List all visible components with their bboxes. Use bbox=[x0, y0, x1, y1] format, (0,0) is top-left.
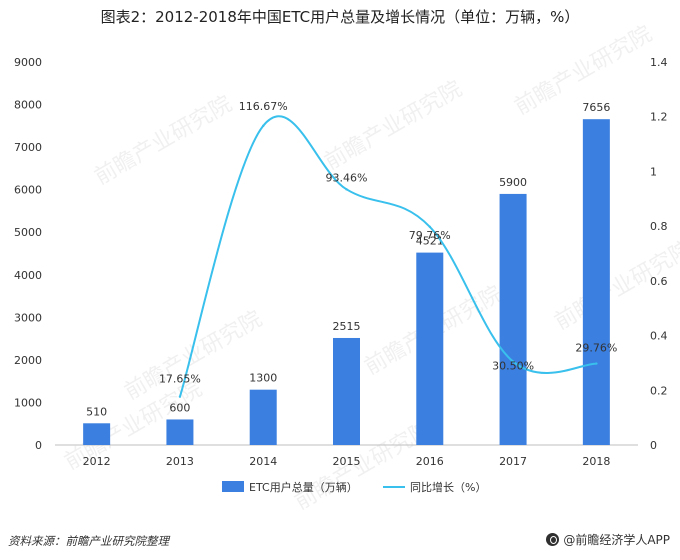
right-axis-tick-label: 1.4 bbox=[650, 56, 668, 69]
growth-value-label: 30.50% bbox=[492, 360, 534, 373]
growth-point bbox=[511, 360, 515, 363]
x-axis-tick-label: 2016 bbox=[416, 455, 444, 468]
x-axis-tick-label: 2017 bbox=[499, 455, 527, 468]
chart-title: 图表2：2012-2018年中国ETC用户总量及增长情况（单位：万辆，%） bbox=[100, 8, 580, 26]
growth-value-label: 79.76% bbox=[409, 229, 451, 242]
left-axis-tick-label: 8000 bbox=[14, 99, 42, 112]
bar bbox=[83, 423, 111, 445]
watermark-text: 前瞻产业研究院 bbox=[321, 77, 467, 176]
growth-point bbox=[595, 362, 598, 365]
growth-point bbox=[178, 395, 182, 398]
left-axis-tick-label: 1000 bbox=[14, 396, 42, 409]
growth-point bbox=[345, 188, 348, 191]
bar bbox=[166, 419, 194, 445]
left-axis-tick-label: 3000 bbox=[14, 311, 42, 324]
bar-value-label: 4521 bbox=[416, 235, 444, 248]
brand-credit: @前瞻经济学人APP bbox=[546, 531, 670, 548]
x-axis-tick-label: 2018 bbox=[582, 455, 610, 468]
brand-text: @前瞻经济学人APP bbox=[563, 533, 670, 547]
bar-value-label: 510 bbox=[86, 405, 107, 418]
x-axis-tick-label: 2014 bbox=[249, 455, 277, 468]
growth-value-label: 29.76% bbox=[575, 342, 617, 355]
growth-value-label: 93.46% bbox=[326, 171, 368, 184]
growth-point bbox=[428, 225, 431, 228]
right-axis-tick-label: 0.8 bbox=[650, 220, 668, 233]
x-axis-tick-label: 2012 bbox=[83, 455, 111, 468]
growth-value-label: 116.67% bbox=[239, 100, 288, 113]
right-axis-tick-label: 0 bbox=[650, 439, 657, 452]
growth-point bbox=[262, 124, 265, 128]
left-axis-tick-label: 9000 bbox=[14, 56, 42, 69]
left-axis-tick-label: 0 bbox=[35, 439, 42, 452]
right-axis-tick-label: 1 bbox=[650, 165, 657, 178]
right-axis-tick-label: 1.2 bbox=[650, 111, 668, 124]
x-axis-tick-label: 2015 bbox=[333, 455, 361, 468]
right-axis-tick-label: 0.4 bbox=[650, 330, 668, 343]
bar bbox=[249, 389, 277, 445]
left-axis-tick-label: 4000 bbox=[14, 269, 42, 282]
watermark-text: 前瞻产业研究院 bbox=[91, 92, 237, 191]
left-axis-tick-label: 2000 bbox=[14, 354, 42, 367]
right-axis-tick-label: 0.6 bbox=[650, 275, 668, 288]
bar-value-label: 2515 bbox=[333, 320, 361, 333]
source-note: 资料来源：前瞻产业研究院整理 bbox=[8, 534, 169, 548]
bar-value-label: 7656 bbox=[582, 101, 610, 114]
x-axis-tick-label: 2013 bbox=[166, 455, 194, 468]
legend-bar-label: ETC用户总量（万辆） bbox=[249, 480, 358, 494]
bar-value-label: 600 bbox=[169, 401, 190, 414]
bar bbox=[499, 193, 527, 445]
bar-value-label: 5900 bbox=[499, 176, 527, 189]
left-axis-tick-label: 6000 bbox=[14, 184, 42, 197]
bar bbox=[333, 337, 360, 445]
legend-bar-swatch bbox=[222, 481, 244, 492]
right-axis-tick-label: 0.2 bbox=[650, 384, 668, 397]
growth-value-label: 17.65% bbox=[159, 373, 201, 386]
legend-line-label: 同比增长（%） bbox=[410, 480, 486, 494]
bar bbox=[416, 252, 444, 445]
watermark-text: 前瞻产业研究院 bbox=[291, 417, 437, 516]
left-axis-tick-label: 7000 bbox=[14, 141, 42, 154]
bar-value-label: 1300 bbox=[249, 372, 277, 385]
bar bbox=[582, 119, 610, 445]
left-axis-tick-label: 5000 bbox=[14, 226, 42, 239]
brand-logo-icon bbox=[546, 533, 560, 546]
